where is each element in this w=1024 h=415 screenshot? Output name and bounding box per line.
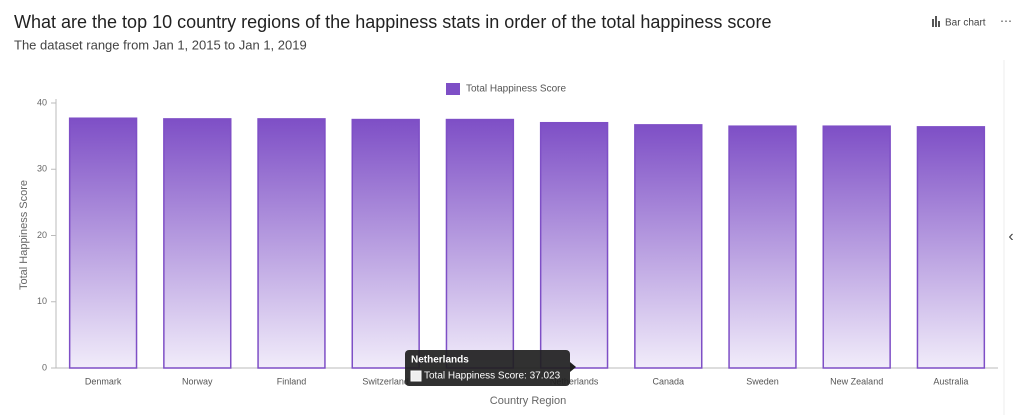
x-tick-label: Sweden [746, 376, 779, 386]
x-tick-label: Finland [277, 376, 307, 386]
tooltip-title: Netherlands [411, 355, 469, 366]
chart-type-label: Bar chart [945, 18, 986, 29]
bar [539, 121, 609, 369]
tooltip-swatch [410, 370, 422, 382]
y-tick-label: 10 [37, 296, 47, 306]
x-tick-label: Norway [182, 376, 213, 386]
x-tick-label: Switzerland [362, 376, 409, 386]
bar [351, 118, 420, 369]
legend-label: Total Happiness Score [466, 84, 566, 95]
y-tick-label: 20 [37, 230, 47, 240]
bar [822, 125, 891, 369]
x-axis-label: Country Region [490, 395, 566, 407]
tooltip-arrow [570, 362, 576, 372]
x-tick-label: Denmark [85, 376, 122, 386]
y-axis-label: Total Happiness Score [18, 180, 30, 290]
chart-type-button[interactable]: Bar chart [932, 16, 986, 29]
subtitle: The dataset range from Jan 1, 2015 to Ja… [14, 37, 307, 52]
y-tick-label: 0 [42, 362, 47, 372]
x-tick-label: Australia [933, 376, 968, 386]
tooltip-box [405, 350, 570, 386]
tooltip-label: Total Happiness Score: 37.023 [424, 371, 561, 382]
tooltip: Netherlands Total Happiness Score: 37.023 [405, 350, 576, 386]
bar [916, 126, 986, 369]
bar [445, 118, 515, 369]
more-button[interactable]: ⋯ [1000, 14, 1012, 28]
title: What are the top 10 country regions of t… [14, 12, 771, 32]
collapse-button[interactable]: ‹ [1008, 228, 1013, 245]
bar [728, 125, 797, 369]
bar [163, 118, 232, 369]
y-tick-label: 40 [37, 97, 47, 107]
y-tick-label: 30 [37, 164, 47, 174]
bar [634, 124, 703, 369]
x-tick-label: Netherlands [550, 376, 599, 386]
x-tick-label: Canada [653, 376, 685, 386]
legend-swatch [446, 83, 460, 95]
bar [257, 118, 326, 369]
x-tick-label: New Zealand [830, 376, 883, 386]
bar [68, 117, 138, 369]
